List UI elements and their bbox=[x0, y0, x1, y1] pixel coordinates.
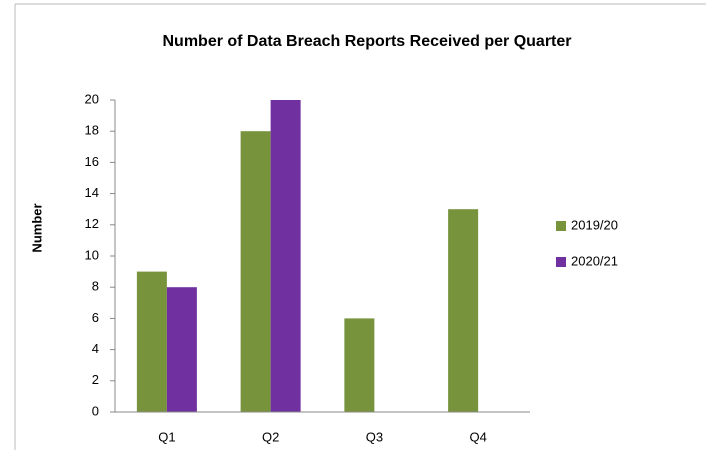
bar bbox=[240, 131, 271, 412]
x-tick-label: Q3 bbox=[366, 429, 383, 444]
y-axis-title: Number bbox=[29, 203, 44, 252]
legend-label: 2019/20 bbox=[571, 217, 618, 232]
bar bbox=[136, 271, 167, 412]
y-tick-label: 4 bbox=[92, 341, 99, 356]
y-tick-label: 16 bbox=[85, 154, 99, 169]
chart-title: Number of Data Breach Reports Received p… bbox=[162, 33, 571, 50]
x-tick-label: Q4 bbox=[469, 429, 486, 444]
y-tick-label: 20 bbox=[85, 91, 99, 106]
bar bbox=[270, 100, 301, 412]
bar bbox=[448, 209, 479, 412]
legend-swatch bbox=[556, 221, 566, 231]
y-tick-label: 8 bbox=[92, 279, 99, 294]
bar bbox=[344, 318, 375, 412]
y-tick-label: 6 bbox=[92, 310, 99, 325]
x-tick-label: Q2 bbox=[262, 429, 279, 444]
y-tick-label: 18 bbox=[85, 123, 99, 138]
y-tick-label: 14 bbox=[85, 185, 99, 200]
legend-swatch bbox=[556, 257, 566, 267]
y-tick-label: 10 bbox=[85, 247, 99, 262]
y-tick-label: 2 bbox=[92, 372, 99, 387]
bar bbox=[166, 287, 197, 412]
x-tick-label: Q1 bbox=[158, 429, 175, 444]
y-tick-label: 0 bbox=[92, 403, 99, 418]
y-tick-label: 12 bbox=[85, 216, 99, 231]
legend-label: 2020/21 bbox=[571, 253, 618, 268]
